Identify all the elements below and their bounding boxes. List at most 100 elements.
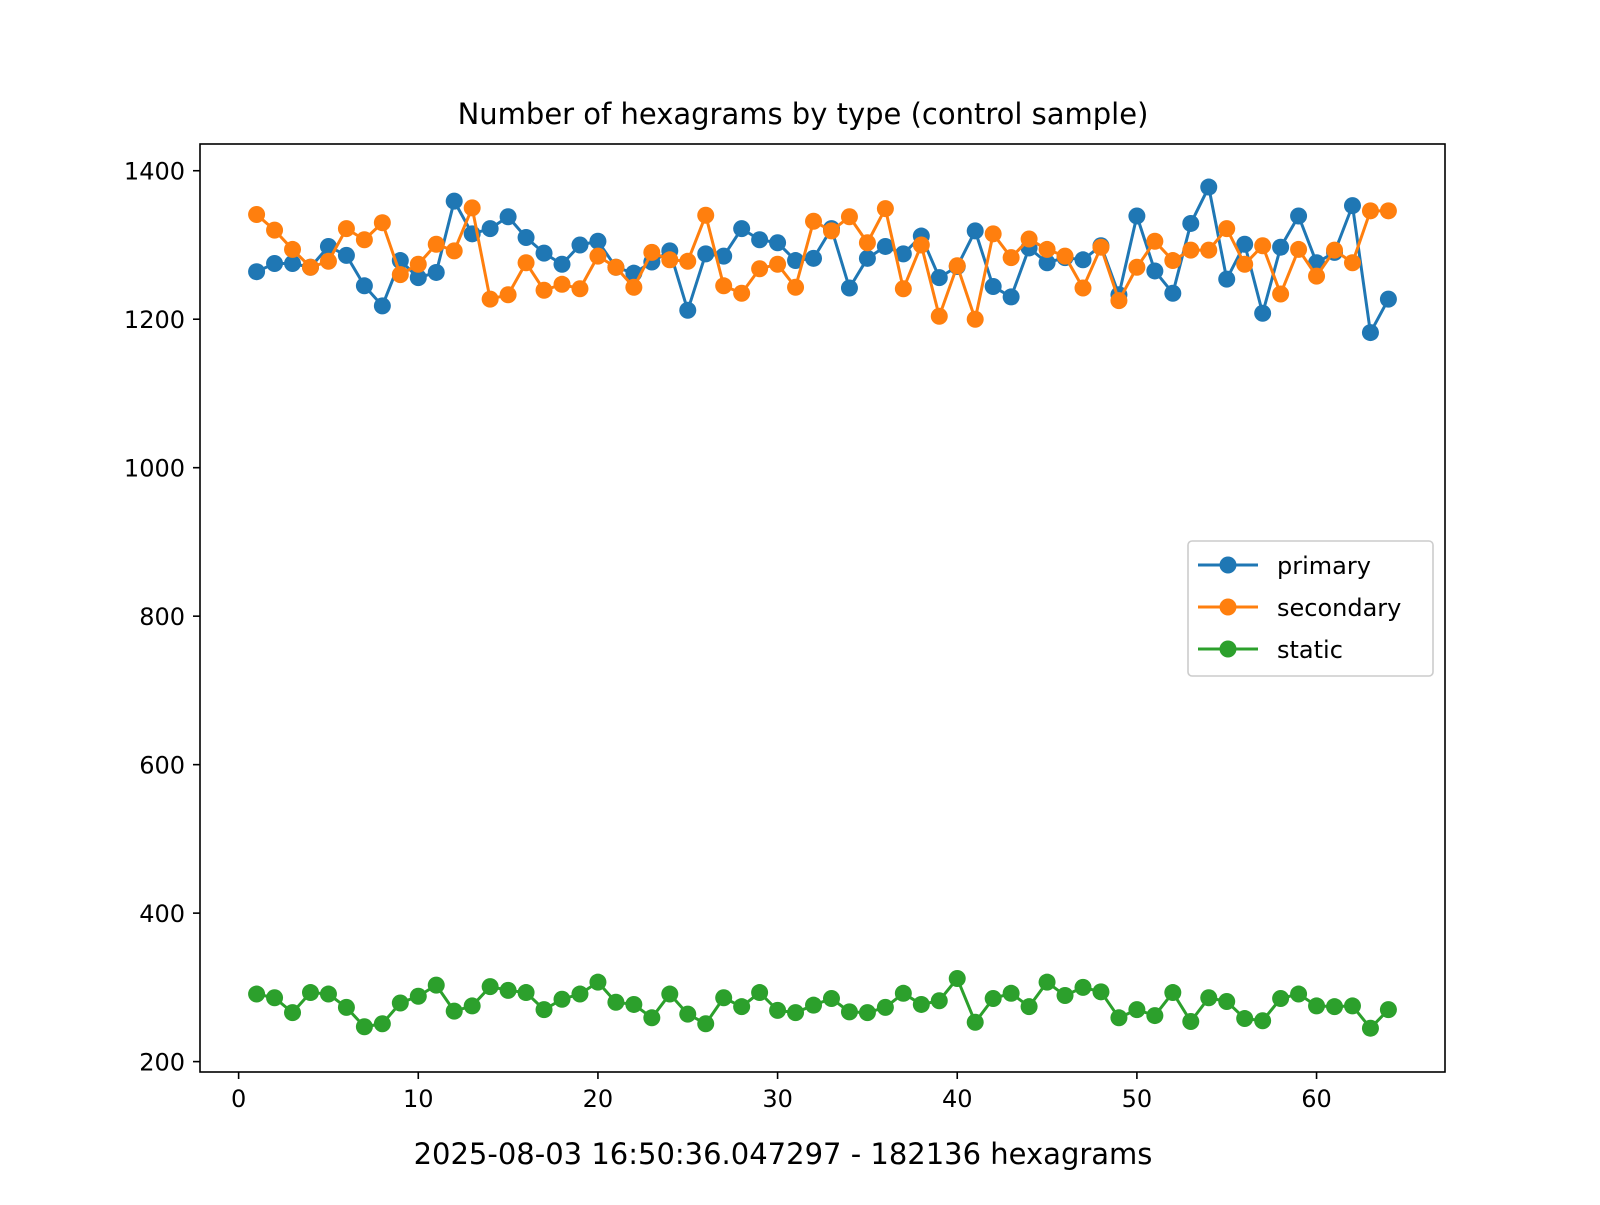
data-point-secondary <box>751 260 769 278</box>
data-point-static <box>1326 998 1344 1016</box>
data-point-secondary <box>1164 252 1182 270</box>
data-point-static <box>319 985 337 1003</box>
data-point-static <box>373 1015 391 1033</box>
data-point-secondary <box>266 221 284 239</box>
data-point-primary <box>984 278 1002 296</box>
legend-item-secondary: secondary <box>1198 594 1401 622</box>
series-line-primary <box>255 185 1390 335</box>
data-point-static <box>1272 990 1290 1007</box>
data-point-static <box>966 1013 984 1031</box>
plot-area: 0 10 20 30 40 50 60 200 400 600 800 1000 1200 1400 pri… <box>124 143 1446 1113</box>
data-point-secondary <box>607 258 625 276</box>
x-tick-label: 60 <box>1301 1085 1332 1113</box>
data-point-primary <box>284 255 302 273</box>
x-tick-label: 0 <box>231 1085 246 1113</box>
data-point-static <box>1182 1013 1200 1031</box>
data-point-static <box>445 1002 463 1020</box>
data-point-secondary <box>571 280 589 298</box>
data-point-primary <box>535 244 553 262</box>
legend-label: primary <box>1277 552 1371 580</box>
axes-frame <box>199 143 1446 1073</box>
data-point-static <box>948 969 966 987</box>
data-point-primary <box>1236 235 1254 253</box>
data-point-primary <box>697 245 715 263</box>
data-point-secondary <box>733 284 751 302</box>
data-point-static <box>1092 983 1110 1001</box>
data-point-static <box>1200 989 1218 1007</box>
data-point-secondary <box>1236 255 1254 273</box>
data-point-primary <box>499 208 517 226</box>
data-point-secondary <box>822 222 840 240</box>
data-point-static <box>1146 1007 1164 1025</box>
x-tick-label: 40 <box>942 1085 973 1113</box>
data-point-static <box>1020 998 1038 1016</box>
data-point-secondary <box>517 254 535 272</box>
data-point-primary <box>1379 290 1397 308</box>
data-point-static <box>248 985 266 1003</box>
data-point-secondary <box>697 206 715 224</box>
data-point-static <box>697 1015 715 1033</box>
legend-marker <box>1219 556 1237 574</box>
data-point-primary <box>1308 254 1326 272</box>
data-point-static <box>266 989 284 1007</box>
data-point-static <box>1164 984 1182 1002</box>
data-point-primary <box>769 234 787 252</box>
data-point-static <box>301 984 319 1002</box>
data-point-secondary <box>319 252 337 270</box>
data-point-primary <box>373 297 391 315</box>
data-point-primary <box>930 269 948 287</box>
data-point-secondary <box>337 220 355 238</box>
data-point-primary <box>1200 178 1218 196</box>
data-point-static <box>822 990 840 1007</box>
data-point-primary <box>1254 304 1272 322</box>
data-point-static <box>607 993 625 1011</box>
chart-title: Number of hexagrams by type (control sam… <box>458 97 1149 131</box>
data-point-primary <box>715 247 733 265</box>
data-point-primary <box>553 255 571 273</box>
data-point-primary <box>876 237 894 255</box>
data-point-static <box>284 1004 302 1022</box>
data-point-static <box>679 1005 697 1023</box>
data-point-primary <box>1218 270 1236 288</box>
data-point-secondary <box>1361 202 1379 220</box>
data-point-secondary <box>284 240 302 258</box>
data-point-static <box>499 981 517 999</box>
data-point-static <box>858 1004 876 1022</box>
data-point-primary <box>1128 207 1146 225</box>
data-point-secondary <box>876 200 894 218</box>
data-point-secondary <box>553 275 571 293</box>
data-point-secondary <box>966 310 984 328</box>
data-point-primary <box>517 229 535 247</box>
data-point-secondary <box>499 286 517 304</box>
data-point-secondary <box>894 280 912 298</box>
data-point-secondary <box>1056 247 1074 265</box>
data-point-primary <box>481 220 499 238</box>
y-tick-label: 1000 <box>124 455 185 483</box>
data-point-secondary <box>1002 249 1020 267</box>
data-point-primary <box>409 269 427 287</box>
data-point-static <box>1218 992 1236 1010</box>
data-point-static <box>1343 997 1361 1015</box>
data-point-static <box>481 978 499 996</box>
data-point-static <box>517 984 535 1002</box>
data-point-secondary <box>1254 237 1272 255</box>
data-point-secondary <box>679 252 697 270</box>
data-point-secondary <box>1182 241 1200 259</box>
data-point-static <box>355 1018 373 1036</box>
data-point-secondary <box>661 251 679 269</box>
data-point-static <box>912 995 930 1013</box>
data-point-primary <box>571 236 589 254</box>
data-point-static <box>984 990 1002 1007</box>
data-point-primary <box>1343 197 1361 215</box>
x-tick-label: 20 <box>583 1085 614 1113</box>
data-point-static <box>876 998 894 1016</box>
series-line-static <box>256 976 1390 1030</box>
data-point-static <box>409 987 427 1005</box>
data-point-secondary <box>589 247 607 265</box>
data-point-static <box>1308 997 1326 1015</box>
data-point-secondary <box>481 290 499 308</box>
data-point-static <box>930 992 948 1010</box>
data-point-static <box>894 984 912 1002</box>
